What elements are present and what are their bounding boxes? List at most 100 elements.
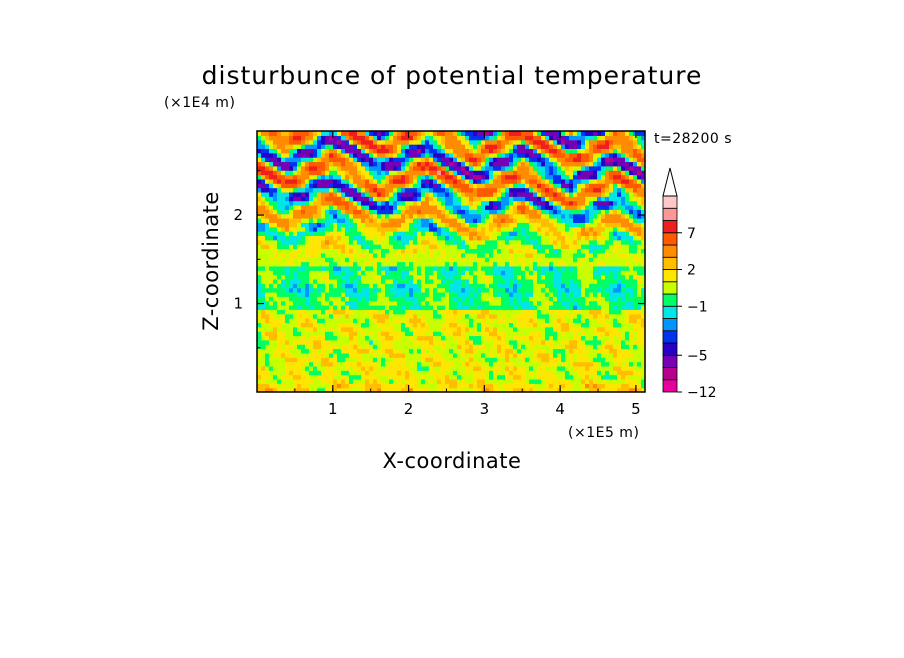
heatmap-cell: [441, 200, 446, 206]
heatmap-cell: [497, 209, 502, 215]
heatmap-cell: [597, 278, 602, 284]
heatmap-cell: [533, 274, 538, 280]
heatmap-cell: [433, 339, 438, 345]
heatmap-cell: [297, 196, 302, 202]
heatmap-cell: [609, 170, 614, 176]
heatmap-cell: [337, 283, 342, 289]
heatmap-cell: [513, 313, 518, 319]
heatmap-cell: [497, 244, 502, 250]
heatmap-cell: [489, 287, 494, 293]
heatmap-cell: [481, 244, 486, 250]
heatmap-cell: [369, 370, 374, 376]
heatmap-cell: [445, 274, 450, 280]
heatmap-cell: [269, 274, 274, 280]
heatmap-cell: [553, 204, 558, 210]
heatmap-cell: [621, 183, 626, 189]
heatmap-cell: [441, 226, 446, 232]
heatmap-cell: [313, 222, 318, 228]
heatmap-cell: [473, 287, 478, 293]
heatmap-cell: [497, 383, 502, 389]
heatmap-cell: [605, 178, 610, 184]
heatmap-cell: [509, 218, 514, 223]
heatmap-cell: [545, 270, 550, 276]
heatmap-cell: [517, 331, 522, 337]
heatmap-cell: [413, 339, 418, 345]
heatmap-cell: [609, 235, 614, 241]
heatmap-cell: [353, 287, 358, 293]
heatmap-cell: [385, 291, 390, 297]
heatmap-cell: [485, 383, 490, 389]
heatmap-cell: [281, 291, 286, 297]
heatmap-cell: [593, 387, 598, 392]
heatmap-cell: [593, 222, 598, 228]
heatmap-cell: [505, 361, 510, 367]
heatmap-cell: [493, 209, 498, 215]
heatmap-cell: [373, 183, 378, 189]
heatmap-cell: [601, 370, 606, 376]
heatmap-cell: [629, 170, 634, 176]
heatmap-cell: [449, 226, 454, 232]
heatmap-cell: [429, 226, 434, 232]
heatmap-cell: [445, 231, 450, 236]
heatmap-cell: [485, 187, 490, 193]
heatmap-cell: [477, 209, 482, 215]
heatmap-cell: [317, 178, 322, 184]
heatmap-cell: [517, 309, 522, 315]
heatmap-cell: [581, 183, 586, 189]
heatmap-cell: [629, 265, 634, 271]
heatmap-cell: [397, 357, 402, 363]
heatmap-cell: [561, 239, 566, 245]
heatmap-cell: [517, 374, 522, 380]
heatmap-cell: [441, 383, 446, 389]
heatmap-cell: [433, 322, 438, 328]
heatmap-cell: [445, 322, 450, 328]
heatmap-cell: [609, 270, 614, 276]
heatmap-cell: [445, 291, 450, 297]
heatmap-cell: [577, 265, 582, 271]
heatmap-cell: [605, 222, 610, 228]
heatmap-cell: [333, 383, 338, 389]
heatmap-cell: [377, 170, 382, 176]
heatmap-cell: [605, 239, 610, 245]
heatmap-cell: [605, 244, 610, 250]
heatmap-cell: [609, 352, 614, 358]
heatmap-cell: [381, 178, 386, 184]
heatmap-cell: [533, 239, 538, 245]
heatmap-cell: [489, 265, 494, 271]
heatmap-cell: [389, 265, 394, 271]
heatmap-cell: [425, 174, 430, 180]
heatmap-cell: [629, 283, 634, 289]
heatmap-cell: [581, 283, 586, 289]
heatmap-cell: [489, 191, 494, 197]
heatmap-cell: [581, 213, 586, 219]
heatmap-cell: [285, 339, 290, 345]
heatmap-cell: [389, 387, 394, 392]
heatmap-cell: [465, 296, 470, 302]
heatmap-cell: [281, 344, 286, 350]
heatmap-cell: [261, 178, 266, 184]
heatmap-cell: [453, 322, 458, 328]
heatmap-cell: [641, 265, 645, 271]
heatmap-cell: [513, 170, 518, 176]
heatmap-cell: [593, 309, 598, 315]
heatmap-cell: [497, 178, 502, 184]
heatmap-cell: [445, 178, 450, 184]
heatmap-cell: [529, 309, 534, 315]
heatmap-cell: [265, 287, 270, 293]
heatmap-cell: [413, 383, 418, 389]
heatmap-cell: [533, 209, 538, 215]
heatmap-cell: [589, 178, 594, 184]
heatmap-cell: [525, 291, 530, 297]
heatmap-cell: [413, 248, 418, 254]
heatmap-cell: [533, 200, 538, 206]
heatmap-cell: [493, 196, 498, 202]
heatmap-cell: [413, 283, 418, 289]
heatmap-cell: [389, 352, 394, 358]
heatmap-cell: [505, 239, 510, 245]
heatmap-cell: [425, 326, 430, 332]
heatmap-cell: [477, 309, 482, 315]
heatmap-cell: [273, 300, 278, 306]
heatmap-cell: [353, 174, 358, 180]
heatmap-cell: [597, 335, 602, 341]
heatmap-cell: [617, 331, 622, 337]
